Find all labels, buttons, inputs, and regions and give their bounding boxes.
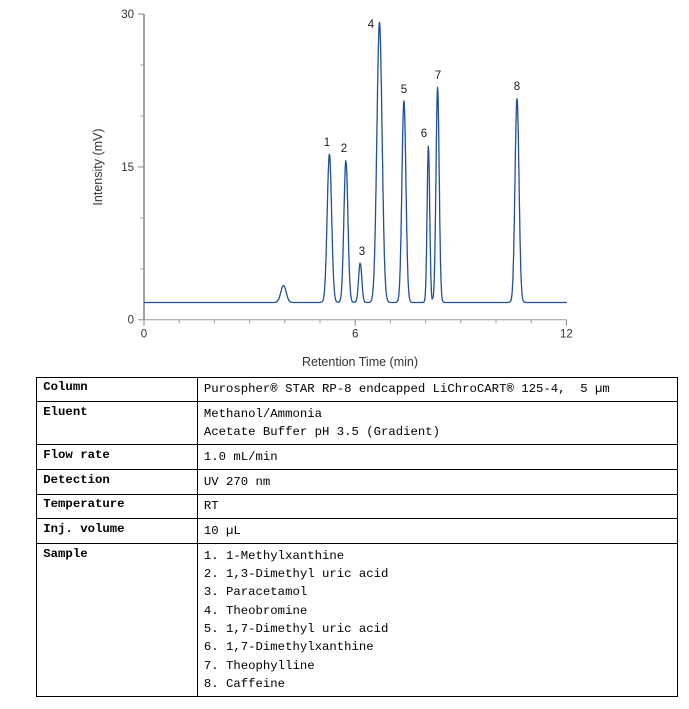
svg-text:30: 30 (121, 9, 134, 21)
svg-text:2: 2 (341, 143, 347, 155)
svg-text:3: 3 (359, 246, 365, 258)
svg-text:6: 6 (352, 329, 358, 341)
svg-text:12: 12 (560, 329, 573, 341)
svg-text:1: 1 (324, 137, 330, 149)
svg-text:4: 4 (368, 19, 375, 31)
svg-text:0: 0 (128, 315, 134, 327)
svg-text:Retention Time (min): Retention Time (min) (302, 355, 418, 369)
svg-text:5: 5 (401, 84, 407, 96)
svg-text:6: 6 (421, 128, 427, 140)
svg-text:15: 15 (121, 162, 134, 174)
svg-text:0: 0 (141, 329, 147, 341)
svg-text:7: 7 (435, 70, 441, 82)
svg-text:8: 8 (514, 81, 520, 93)
svg-text:Intensity (mV): Intensity (mV) (91, 128, 105, 205)
